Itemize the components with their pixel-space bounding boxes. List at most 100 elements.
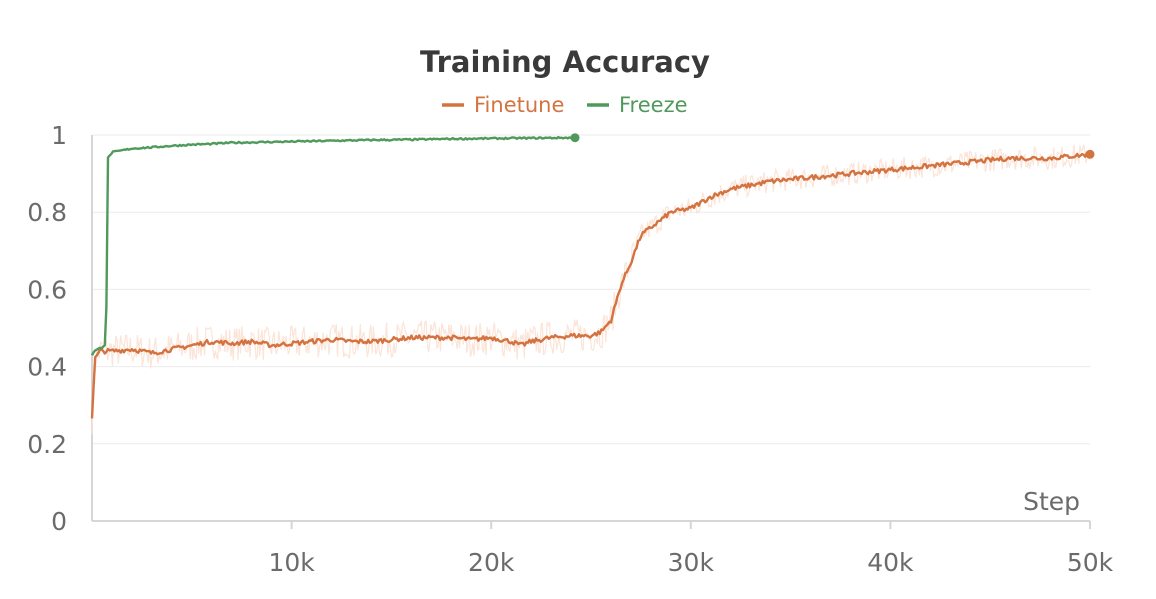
series-finetune-point[interactable] (809, 176, 813, 180)
series-freeze-endpoint[interactable] (570, 133, 580, 143)
series-finetune-point[interactable] (908, 166, 912, 170)
y-tick-label: 0.8 (27, 198, 67, 227)
series-freeze-point[interactable] (104, 341, 108, 345)
series-finetune-point[interactable] (150, 351, 154, 355)
series-finetune-point[interactable] (170, 347, 174, 351)
series-freeze-point[interactable] (529, 136, 533, 140)
series-freeze-point[interactable] (96, 347, 100, 351)
series-freeze-line[interactable] (90, 135, 576, 356)
series-freeze-point[interactable] (230, 141, 234, 145)
series-freeze-point[interactable] (120, 148, 124, 152)
series-freeze-point[interactable] (106, 156, 110, 160)
series-finetune-point[interactable] (270, 343, 274, 347)
legend: Finetune Freeze (442, 93, 688, 117)
x-tick-label: 40k (867, 548, 914, 577)
series-finetune-point[interactable] (330, 338, 334, 342)
series-finetune-point[interactable] (769, 179, 773, 183)
legend-item-finetune[interactable]: Finetune (442, 93, 564, 117)
series-finetune-point[interactable] (429, 336, 433, 340)
series (90, 133, 1095, 435)
x-tick-label: 10k (268, 548, 315, 577)
series-finetune-point[interactable] (888, 168, 892, 172)
axes: 0 0.2 0.4 0.6 0.8 1 10k 20k 30k 40k 50k (27, 121, 1113, 577)
x-tick-label: 20k (468, 548, 515, 577)
series-freeze-point[interactable] (100, 345, 104, 349)
series-finetune-point[interactable] (230, 341, 234, 345)
series-finetune-point[interactable] (948, 162, 952, 166)
series-finetune-endpoint[interactable] (1085, 149, 1095, 159)
series-finetune-point[interactable] (639, 233, 643, 237)
series-finetune-point[interactable] (749, 183, 753, 187)
series-finetune-point[interactable] (469, 338, 473, 342)
series-finetune-point[interactable] (1068, 154, 1072, 158)
series-finetune-point[interactable] (509, 340, 513, 344)
series-freeze-point[interactable] (110, 150, 114, 154)
series-finetune-raw-line (91, 144, 1091, 435)
y-tick-label: 0.4 (27, 353, 67, 382)
legend-label-freeze: Freeze (619, 93, 688, 117)
series-finetune-point[interactable] (988, 158, 992, 162)
series-finetune-point[interactable] (589, 334, 593, 338)
series-freeze-point[interactable] (330, 139, 334, 143)
y-tick-label: 0.2 (27, 430, 67, 459)
series-finetune-point[interactable] (609, 318, 613, 322)
series-finetune-point[interactable] (130, 347, 134, 351)
x-axis-title: Step (1023, 487, 1080, 516)
series-finetune-point[interactable] (449, 336, 453, 340)
series-finetune-point[interactable] (669, 210, 673, 214)
series-finetune-point[interactable] (829, 174, 833, 178)
series-freeze-point[interactable] (250, 140, 254, 144)
series-finetune-point[interactable] (1048, 156, 1052, 160)
series-finetune-point[interactable] (649, 226, 653, 230)
series-finetune-point[interactable] (599, 330, 603, 334)
series-freeze-point[interactable] (369, 138, 373, 142)
series-finetune-point[interactable] (849, 172, 853, 176)
series-freeze-point[interactable] (489, 137, 493, 141)
series-finetune-point[interactable] (689, 206, 693, 210)
series-finetune-point[interactable] (1008, 156, 1012, 160)
series-finetune-point[interactable] (409, 336, 413, 340)
series-freeze-point[interactable] (210, 142, 214, 146)
series-finetune-point[interactable] (90, 415, 94, 419)
series-finetune-point[interactable] (369, 340, 373, 344)
series-finetune-point[interactable] (190, 343, 194, 347)
chart-title: Training Accuracy (420, 45, 710, 79)
series-finetune-point[interactable] (729, 187, 733, 191)
series-finetune-point[interactable] (928, 164, 932, 168)
series-finetune-point[interactable] (210, 340, 214, 344)
series-finetune-point[interactable] (93, 357, 97, 361)
legend-item-freeze[interactable]: Freeze (587, 93, 688, 117)
series-finetune-point[interactable] (110, 349, 114, 353)
series-finetune-point[interactable] (310, 340, 314, 344)
series-freeze-point[interactable] (290, 140, 294, 144)
series-finetune-point[interactable] (389, 338, 393, 342)
series-finetune-point[interactable] (709, 195, 713, 199)
series-finetune-line[interactable] (90, 151, 1092, 419)
series-finetune-point[interactable] (350, 340, 354, 344)
series-finetune-point[interactable] (489, 336, 493, 340)
series-finetune-point[interactable] (519, 343, 523, 347)
x-tick-label: 50k (1067, 548, 1114, 577)
series-finetune-point[interactable] (549, 336, 553, 340)
series-finetune-point[interactable] (529, 340, 533, 344)
series-finetune-point[interactable] (290, 341, 294, 345)
series-finetune-point[interactable] (968, 160, 972, 164)
series-freeze-point[interactable] (150, 145, 154, 149)
series-finetune-point[interactable] (619, 284, 623, 288)
series-finetune-point[interactable] (250, 340, 254, 344)
series-freeze-point[interactable] (449, 137, 453, 141)
series-freeze-point[interactable] (90, 353, 94, 357)
series-freeze-point[interactable] (190, 143, 194, 147)
series-finetune-point[interactable] (629, 260, 633, 264)
x-tick-label: 30k (668, 548, 715, 577)
series-freeze-point[interactable] (92, 349, 96, 353)
series-freeze-point[interactable] (130, 147, 134, 151)
series-finetune-point[interactable] (868, 170, 872, 174)
series-freeze-point[interactable] (170, 144, 174, 148)
series-finetune-point[interactable] (1028, 156, 1032, 160)
series-finetune-point[interactable] (569, 334, 573, 338)
series-finetune-point[interactable] (789, 177, 793, 181)
series-freeze-point[interactable] (409, 138, 413, 142)
